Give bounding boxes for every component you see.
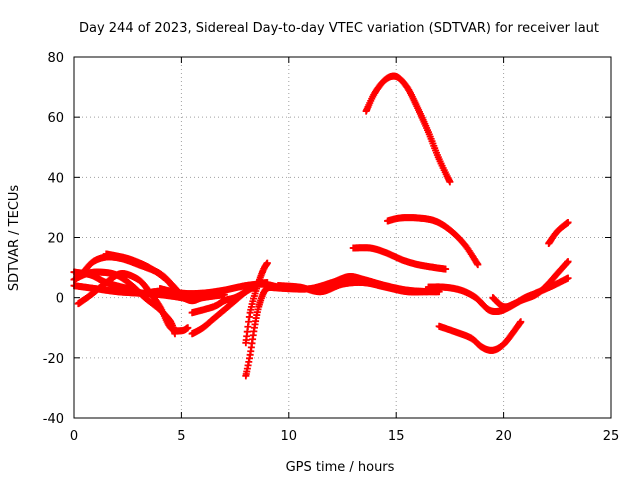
y-tick-label: 80 (47, 51, 64, 66)
data-point (474, 261, 482, 269)
x-tick-label: 5 (177, 429, 185, 444)
y-tick-label: -40 (43, 412, 64, 427)
data-point (274, 283, 282, 291)
data-series (70, 72, 572, 380)
data-point (285, 285, 293, 293)
x-tick-label: 20 (495, 429, 512, 444)
x-tick-label: 10 (281, 429, 298, 444)
x-tick-label: 0 (70, 429, 78, 444)
series-arc-1 (362, 72, 454, 186)
data-point (263, 259, 271, 267)
series-arc-2 (384, 214, 482, 269)
data-point (564, 258, 572, 266)
series-arc-14 (188, 279, 271, 317)
data-point (564, 274, 572, 282)
y-tick-label: 40 (47, 171, 64, 186)
chart-title: Day 244 of 2023, Sidereal Day-to-day VTE… (79, 21, 599, 36)
series-arc-4 (435, 318, 525, 354)
y-tick-label: 0 (56, 292, 64, 307)
x-tick-label: 25 (603, 429, 620, 444)
data-point (184, 324, 192, 332)
series-arc-20 (70, 268, 170, 297)
data-point (446, 178, 454, 186)
data-point (442, 265, 450, 273)
x-axis-label: GPS time / hours (286, 460, 395, 475)
data-point (220, 291, 228, 299)
series-arc-6 (489, 274, 572, 311)
data-point (263, 279, 271, 287)
data-point (162, 289, 170, 297)
y-tick-label: 60 (47, 111, 64, 126)
y-tick-label: 20 (47, 232, 64, 247)
data-point (435, 288, 443, 296)
data-point (171, 330, 179, 338)
series-arc-3 (349, 244, 450, 273)
data-point (424, 288, 432, 296)
y-tick-label: -20 (43, 352, 64, 367)
series-arc-7 (545, 218, 572, 248)
data-point (517, 318, 525, 326)
data-point (564, 218, 572, 226)
x-tick-label: 15 (388, 429, 405, 444)
axis-ticks: 0 5 10 15 20 25 -40 -20 0 20 40 60 80 (43, 51, 620, 444)
grid-lines (74, 57, 611, 418)
y-axis-label: SDTVAR / TECUs (7, 185, 22, 292)
